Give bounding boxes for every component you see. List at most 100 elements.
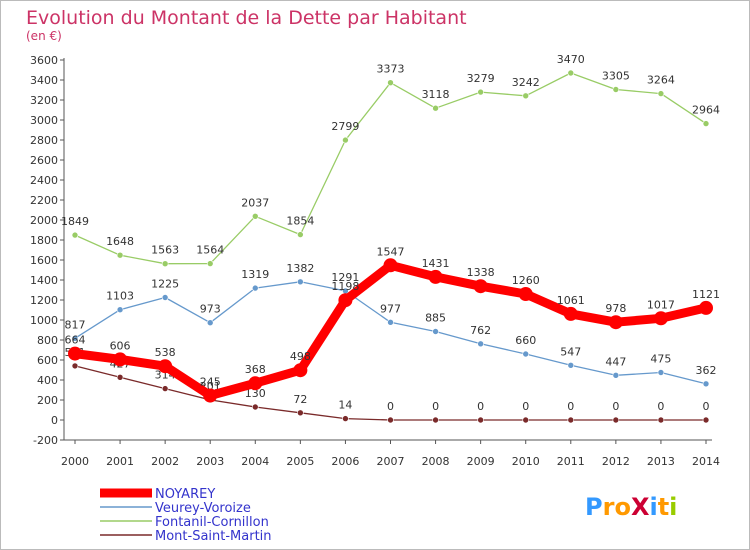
data-point [113,352,128,367]
data-point [567,361,575,369]
data-point [158,359,173,374]
y-tick-label: 0 [51,414,58,427]
data-point [428,269,443,284]
proxiti-logo: ProXiti [585,493,677,521]
legend-item: Fontanil-Cornillon [100,515,269,530]
data-point [161,385,169,392]
data-label: 0 [432,400,439,413]
data-point [251,213,259,220]
data-label: 72 [293,393,307,406]
data-label: 0 [387,400,394,413]
data-label: 817 [65,318,86,331]
data-label: 3305 [602,70,630,83]
logo-letter: P [585,493,603,521]
data-label: 1431 [422,257,450,270]
x-tick-label: 2012 [602,455,630,468]
data-point [116,251,124,259]
data-label: 1017 [647,298,675,311]
data-point [251,284,259,292]
legend-item: NOYAREY [100,487,215,502]
data-point [203,388,218,403]
data-point [657,90,665,97]
data-label: 1338 [467,266,495,279]
series-layer: 5414273142011307214000000008171103122597… [61,53,720,424]
y-tick-label: 2600 [30,154,58,167]
data-point [612,86,620,93]
legend-item: Mont-Saint-Martin [100,529,272,544]
data-point [387,416,394,424]
data-point [251,403,259,411]
data-point [702,380,710,388]
x-tick-label: 2009 [467,455,495,468]
data-label: 664 [65,334,86,347]
data-label: 0 [703,400,710,413]
y-tick-label: 1800 [30,234,58,247]
y-tick-label: 1400 [30,274,58,287]
data-label: 1849 [61,215,89,228]
logo-letter: r [603,493,615,521]
data-point [71,231,79,239]
data-label: 3470 [557,53,585,66]
data-point [206,260,214,267]
data-point [702,416,710,424]
y-tick-label: 2200 [30,194,58,207]
data-point [116,306,124,314]
legend-label: Mont-Saint-Martin [155,529,272,544]
data-label: 498 [290,350,311,363]
data-label: 538 [155,346,176,359]
x-tick-label: 2013 [647,455,675,468]
data-label: 1198 [331,280,359,293]
data-point [432,416,439,424]
data-point [383,258,398,273]
data-point [71,334,79,342]
y-tick-label: 200 [37,394,58,407]
x-tick-label: 2002 [151,455,179,468]
data-point [116,373,124,381]
y-tick-label: 600 [37,354,58,367]
y-tick-label: 2800 [30,134,58,147]
data-point [387,79,394,86]
y-tick-label: 3600 [30,54,58,67]
data-point [68,346,82,361]
data-point [522,350,530,358]
data-point [518,287,533,301]
data-label: 447 [605,355,626,368]
data-label: 0 [567,400,574,413]
y-tick-label: 3400 [30,74,58,87]
legend-item: Veurey-Voroize [100,501,251,516]
y-tick-label: 2400 [30,174,58,187]
data-label: 762 [470,324,491,337]
x-tick-label: 2007 [377,455,405,468]
data-label: 2964 [692,104,720,117]
data-point [522,92,530,100]
x-tick-label: 2011 [557,455,585,468]
data-point [563,306,578,321]
logo-text: ProXiti [585,493,677,521]
data-point [71,362,79,370]
data-point [702,120,710,127]
data-label: 547 [560,345,581,358]
y-tick-label: 1600 [30,254,58,267]
data-point [161,260,169,268]
data-label: 1319 [241,268,269,281]
x-tick-label: 2003 [196,455,224,468]
data-label: 245 [200,376,221,389]
data-point [342,415,349,422]
chart-title: Evolution du Montant de la Dette par Hab… [26,7,467,29]
data-point [477,340,484,348]
series-noyarey: 664 606 538 245 368 498 1198 1547 1431 1338 1260 10… [65,245,720,403]
x-tick-label: 2010 [512,455,540,468]
data-point [161,294,169,301]
x-tick-label: 2001 [106,455,134,468]
y-tick-label: 3200 [30,94,58,107]
data-point [338,293,353,308]
x-tick-label: 2004 [241,455,269,468]
y-tick-label: 2000 [30,214,58,227]
data-point [567,69,575,77]
data-label: 2799 [331,120,359,133]
data-label: 977 [380,302,401,315]
data-point [477,88,484,96]
data-label: 1103 [106,290,134,303]
y-tick-label: 1200 [30,294,58,307]
data-label: 973 [200,303,221,316]
